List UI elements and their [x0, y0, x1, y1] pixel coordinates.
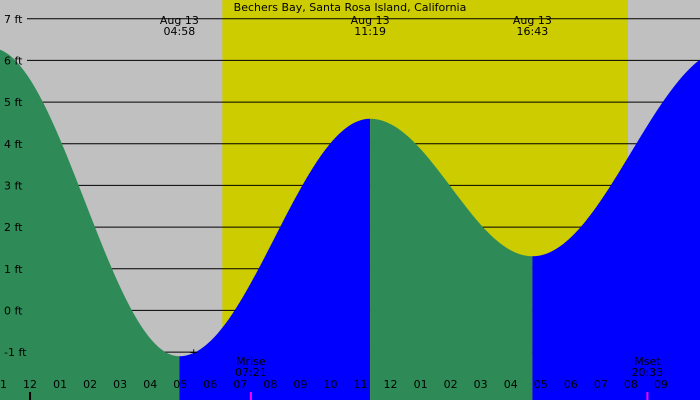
x-tick-label: 01 [414, 378, 428, 391]
moon-event-tick [249, 392, 252, 400]
x-tick-label: 11 [0, 378, 7, 391]
extreme-date-label: Aug 13 [351, 14, 390, 27]
extreme-date-label: Aug 13 [513, 14, 552, 27]
x-tick-label: 06 [203, 378, 217, 391]
x-tick-label: 01 [53, 378, 67, 391]
x-tick-label: 09 [293, 378, 307, 391]
y-tick-label: -1 ft [4, 346, 27, 359]
tide-falling-area-2 [370, 118, 533, 400]
x-tick-label: 11 [354, 378, 368, 391]
x-tick-label: 12 [23, 378, 37, 391]
tide-falling-area-0 [0, 49, 180, 400]
moon-event-time: 20:33 [632, 366, 664, 379]
x-tick-label: 10 [323, 378, 337, 391]
current-time-marker: + [189, 346, 198, 359]
y-tick-label: 4 ft [4, 138, 23, 151]
y-tick-label: 3 ft [4, 179, 23, 192]
moon-event-time: 07:21 [235, 366, 267, 379]
x-tick-label: 02 [444, 378, 458, 391]
tide-areas [0, 49, 700, 400]
x-axis-ticks: 11 12 01 02 03 04 05 06 07 08 09 10 11 12 01 02 03 04 05 06… [0, 378, 668, 400]
tide-rising-area-3 [532, 59, 700, 400]
extreme-time-label: 11:19 [354, 25, 386, 38]
x-tick-label: 08 [263, 378, 277, 391]
x-tick-label: 04 [143, 378, 157, 391]
x-tick-label: 07 [594, 378, 608, 391]
y-tick-label: 5 ft [4, 96, 23, 109]
x-tick-label: 09 [654, 378, 668, 391]
x-tick-label: 12 [384, 378, 398, 391]
moon-event-label: Mrise [236, 355, 266, 368]
y-tick-label: 1 ft [4, 263, 23, 276]
x-tick-label: 03 [113, 378, 127, 391]
x-tick-label: 03 [474, 378, 488, 391]
extreme-date-label: Aug 13 [160, 14, 199, 27]
x-tick-label: 05 [173, 378, 187, 391]
x-tick-label: 08 [624, 378, 638, 391]
y-tick-label: 6 ft [4, 54, 23, 67]
extreme-time-label: 16:43 [517, 25, 549, 38]
midnight-tick [29, 392, 32, 400]
y-tick-label: 2 ft [4, 221, 23, 234]
tide-rising-area-1 [179, 118, 371, 400]
x-tick-label: 02 [83, 378, 97, 391]
y-tick-label: 0 ft [4, 304, 23, 317]
y-axis-ticks: -1 ft 0 ft 1 ft 2 ft 3 ft 4 ft 5 ft 6 ft 7 ft [4, 13, 27, 359]
moon-event-tick [646, 392, 649, 400]
extreme-time-label: 04:58 [164, 25, 196, 38]
y-tick-label: 7 ft [4, 13, 23, 26]
x-tick-label: 05 [534, 378, 548, 391]
x-tick-label: 06 [564, 378, 578, 391]
x-tick-label: 04 [504, 378, 518, 391]
x-tick-label: 07 [233, 378, 247, 391]
chart-title: Bechers Bay, Santa Rosa Island, Californ… [234, 1, 467, 14]
moon-event-label: Mset [634, 355, 661, 368]
